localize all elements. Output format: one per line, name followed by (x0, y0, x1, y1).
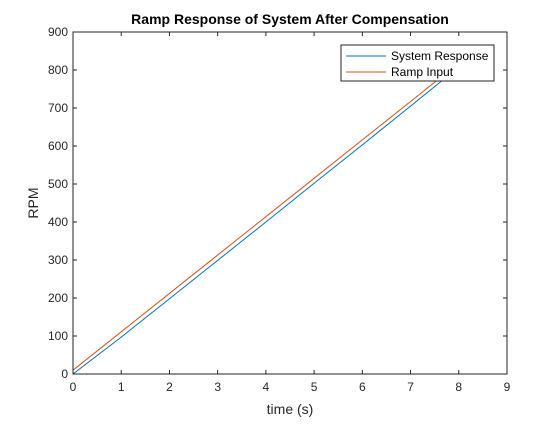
x-axis-label: time (s) (267, 401, 314, 417)
x-tick-label: 4 (263, 380, 270, 394)
x-ticks: 0 1 2 3 4 5 6 7 8 9 (70, 32, 511, 394)
axes-box (72, 31, 508, 375)
legend-label-system-response: System Response (391, 49, 489, 63)
y-tick-label: 0 (61, 367, 68, 381)
x-tick-label: 0 (70, 380, 77, 394)
y-tick-label: 600 (48, 139, 68, 153)
y-tick-label: 700 (48, 101, 68, 115)
y-tick-label: 900 (48, 25, 68, 39)
x-tick-label: 2 (166, 380, 173, 394)
chart-title: Ramp Response of System After Compensati… (131, 11, 449, 27)
x-tick-label: 7 (407, 380, 414, 394)
y-tick-label: 400 (48, 215, 68, 229)
legend-label-ramp-input: Ramp Input (391, 65, 454, 79)
x-tick-label: 6 (359, 380, 366, 394)
y-tick-label: 800 (48, 63, 68, 77)
x-tick-label: 9 (504, 380, 511, 394)
y-tick-label: 100 (48, 329, 68, 343)
y-tick-label: 200 (48, 291, 68, 305)
series-line-ramp-input (73, 74, 445, 371)
y-axis-label: RPM (25, 187, 41, 218)
legend: System Response Ramp Input (340, 44, 495, 82)
y-tick-label: 500 (48, 177, 68, 191)
series-line-system-response (73, 78, 445, 374)
x-tick-label: 8 (455, 380, 462, 394)
y-tick-label: 300 (48, 253, 68, 267)
series-layer (73, 74, 445, 374)
x-tick-label: 5 (311, 380, 318, 394)
x-tick-label: 1 (118, 380, 125, 394)
plot-area: 0 1 2 3 4 5 6 7 8 9 0 100 200 300 400 500 600 700 800 900 (48, 25, 511, 394)
x-tick-label: 3 (214, 380, 221, 394)
legend-box (340, 44, 495, 82)
y-ticks: 0 100 200 300 400 500 600 700 800 900 (48, 25, 507, 381)
